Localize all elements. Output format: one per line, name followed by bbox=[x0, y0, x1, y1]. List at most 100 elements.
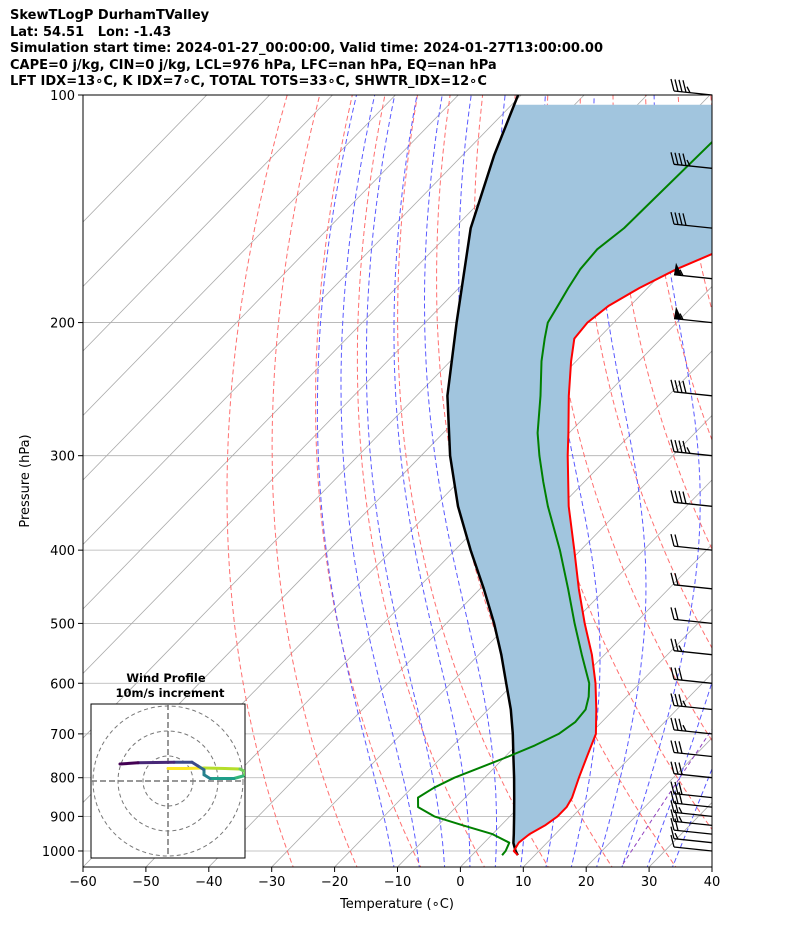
x-tick-label: 0 bbox=[456, 875, 464, 890]
isotherm-line bbox=[711, 866, 712, 867]
dry-adiabat bbox=[397, 95, 549, 867]
moist-adiabat bbox=[671, 767, 712, 867]
wind-barb-pennant bbox=[674, 306, 682, 320]
wind-barb-staff bbox=[673, 501, 713, 507]
wind-barb-feather bbox=[674, 534, 679, 547]
lifted-indices-line: LFT IDX=13∘C, K IDX=7∘C, TOTAL TOTS=33∘C… bbox=[10, 74, 487, 89]
moist-adiabat bbox=[646, 680, 712, 867]
dry-adiabat bbox=[436, 95, 613, 867]
wind-barb-feather bbox=[670, 817, 675, 831]
wind-barb-feather bbox=[670, 211, 675, 225]
wind-barb bbox=[670, 781, 713, 799]
wind-barb-staff bbox=[673, 838, 713, 844]
wind-barb-staff bbox=[673, 820, 713, 827]
wind-barb-feather bbox=[678, 667, 683, 681]
wind-barb-feather bbox=[670, 572, 675, 585]
wind-barb-staff bbox=[673, 163, 713, 169]
y-tick-label: 500 bbox=[50, 617, 75, 632]
wind-barb-feather bbox=[678, 762, 683, 775]
wind-barb-feather bbox=[678, 645, 683, 652]
y-axis-title: Pressure (hPa) bbox=[18, 434, 33, 527]
wind-barb bbox=[670, 572, 713, 590]
wind-barb bbox=[670, 607, 713, 625]
wind-barb-feather bbox=[674, 667, 679, 680]
wind-barb-feather bbox=[682, 700, 687, 708]
y-tick-label: 600 bbox=[50, 677, 75, 692]
dry-adiabat bbox=[776, 95, 794, 870]
sounding-profiles bbox=[417, 95, 712, 856]
temperature-line bbox=[512, 252, 712, 856]
wind-barb-feather bbox=[670, 781, 675, 794]
dewpoint-line bbox=[417, 140, 712, 856]
isotherm-line bbox=[208, 350, 712, 867]
y-tick-label: 1000 bbox=[42, 845, 75, 860]
wind-barb-feather bbox=[674, 79, 679, 92]
wind-barb-feather bbox=[678, 741, 683, 754]
isotherm-line bbox=[83, 95, 585, 610]
wind-barb bbox=[670, 809, 713, 827]
wind-barb-feather bbox=[670, 740, 675, 753]
wind-barb-feather bbox=[682, 724, 687, 732]
parcel-path-line bbox=[446, 95, 520, 856]
wind-barb-feather bbox=[670, 809, 675, 822]
wind-barb bbox=[670, 826, 713, 844]
wind-barb-feather bbox=[678, 152, 683, 166]
y-tick-label: 700 bbox=[50, 728, 75, 743]
wind-barb-feather bbox=[674, 490, 679, 503]
isotherm-line bbox=[83, 95, 334, 352]
wind-barb-staff bbox=[673, 678, 713, 684]
wind-barb bbox=[673, 262, 713, 280]
wind-barb-feather bbox=[674, 809, 679, 822]
stability-indices-line: CAPE=0 j/kg, CIN=0 j/kg, LCL=976 hPa, LF… bbox=[10, 57, 497, 73]
moist-adiabat bbox=[316, 95, 395, 867]
wind-barb bbox=[670, 834, 713, 852]
wind-barb bbox=[670, 667, 713, 684]
inset-title: Wind Profile bbox=[126, 671, 206, 685]
dry-adiabat bbox=[579, 95, 712, 650]
wind-barb-feather bbox=[670, 790, 675, 804]
wind-barb-feather bbox=[670, 800, 675, 813]
wind-barb-staff bbox=[673, 704, 713, 711]
wind-barb-feather bbox=[670, 533, 675, 547]
chart-title: SkewTLogP DurhamTValley bbox=[10, 8, 210, 23]
wind-barb bbox=[670, 817, 713, 835]
y-tick-label: 200 bbox=[50, 317, 75, 332]
isotherm-line bbox=[83, 95, 396, 417]
isotherm-line bbox=[83, 95, 522, 546]
x-tick-label: 10 bbox=[515, 875, 532, 890]
wind-barb-staff bbox=[673, 751, 713, 758]
y-tick-label: 400 bbox=[50, 544, 75, 559]
wind-barb-feather bbox=[682, 440, 687, 454]
dry-adiabat bbox=[226, 95, 294, 867]
isotherm-line bbox=[83, 95, 459, 481]
moist-adiabat bbox=[621, 95, 701, 867]
grid-lines bbox=[83, 95, 794, 870]
x-tick-label: −20 bbox=[321, 875, 348, 890]
x-tick-label: 40 bbox=[704, 875, 721, 890]
wind-barb-feather bbox=[674, 638, 679, 652]
wind-barb-feather bbox=[670, 607, 675, 620]
wind-barb-staff bbox=[673, 802, 713, 808]
wind-barb-feather bbox=[674, 718, 679, 731]
wind-barb-feather bbox=[674, 573, 679, 586]
moist-adiabat bbox=[365, 95, 446, 867]
simulation-time-line: Simulation start time: 2024-01-27_00:00:… bbox=[10, 41, 603, 56]
wind-barb-staff bbox=[673, 729, 713, 735]
wind-barb-feather bbox=[678, 212, 683, 226]
wind-barb-feather bbox=[678, 79, 683, 92]
wind-barb-feather bbox=[678, 490, 683, 504]
wind-barb-feather bbox=[670, 761, 675, 774]
hodograph-segment bbox=[118, 761, 140, 766]
wind-barb bbox=[670, 638, 713, 656]
wind-barb-staff bbox=[673, 223, 713, 229]
dry-adiabat bbox=[743, 95, 794, 870]
wind-barb-feather bbox=[674, 212, 679, 225]
mixing-ratio-line bbox=[620, 728, 712, 867]
dry-adiabat bbox=[271, 95, 358, 867]
wind-barb bbox=[670, 800, 713, 818]
wind-barbs bbox=[670, 78, 713, 852]
axes: −60 −50 −40 −30 −20 −10 0 10 20 30 40 1000 900 800 700… bbox=[42, 89, 720, 890]
x-tick-label: 30 bbox=[641, 875, 658, 890]
wind-barb-staff bbox=[673, 90, 713, 96]
